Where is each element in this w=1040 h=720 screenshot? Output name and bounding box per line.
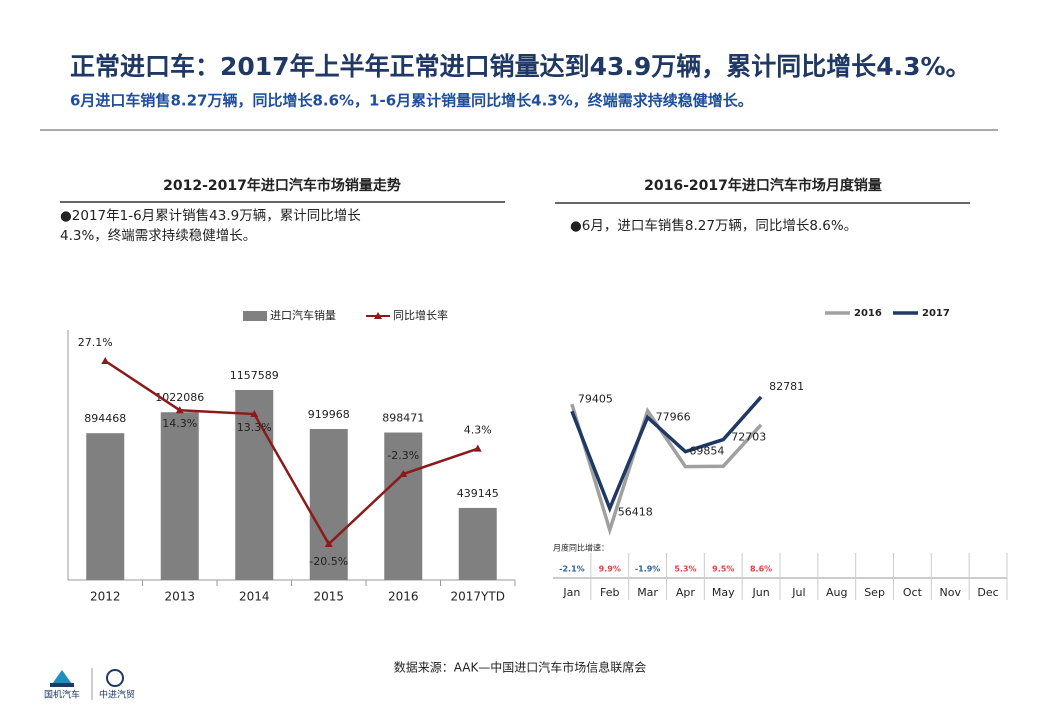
x-tick-label: Jul <box>791 586 805 599</box>
chart-title: 2016-2017年进口汽车市场月度销量 <box>644 177 882 194</box>
bar-label: 919968 <box>308 408 350 421</box>
growth-value: 9.9% <box>599 565 621 574</box>
x-tick-label: Feb <box>600 586 619 599</box>
growth-label: 月度同比增速： <box>553 543 609 553</box>
x-tick-label: Dec <box>977 586 998 599</box>
growth-value: 8.6% <box>750 565 772 574</box>
legend-label: 2016 <box>854 308 882 319</box>
line-label: 56418 <box>618 505 653 518</box>
logo-text: 中进汽贸 <box>99 689 135 701</box>
x-tick-label: Mar <box>637 586 658 599</box>
x-tick-label: Jan <box>562 586 580 599</box>
bar <box>384 432 423 580</box>
legend-swatch <box>243 311 267 321</box>
logo <box>50 668 124 700</box>
bar-label: 894468 <box>84 412 126 425</box>
line-label: -20.5% <box>309 555 348 568</box>
bar <box>160 412 199 580</box>
line <box>570 395 763 514</box>
legend-label: 2017 <box>922 308 950 319</box>
growth-value: 9.5% <box>712 565 734 574</box>
x-tick-label: Nov <box>940 586 962 599</box>
line-label: 72703 <box>731 431 766 444</box>
legend-label: 进口汽车销量 <box>270 308 336 322</box>
x-tick-label: 2012 <box>90 590 121 604</box>
bar <box>235 390 274 580</box>
bar-label: 1157589 <box>230 369 279 382</box>
source: 数据来源：AAK—中国进口汽车市场信息联席会 <box>394 660 647 675</box>
x-tick-label: Jun <box>751 586 769 599</box>
legend-swatch <box>374 312 382 319</box>
note: ●2017年1-6月累计销售43.9万辆，累计同比增长 4.3%，终端需求持续稳健… <box>60 208 361 244</box>
line-label: 69854 <box>689 445 724 458</box>
marker <box>101 357 110 364</box>
line-label: 4.3% <box>464 424 492 437</box>
marker <box>250 410 259 418</box>
growth-value: -1.9% <box>635 565 661 574</box>
line-label: 79405 <box>578 392 613 405</box>
x-tick-label: 2017YTD <box>451 590 505 604</box>
x-tick-label: Aug <box>826 586 847 599</box>
growth-value: 5.3% <box>674 565 696 574</box>
x-tick-label: 2016 <box>388 590 419 604</box>
x-tick-label: 2014 <box>239 590 270 604</box>
x-tick-label: May <box>712 586 735 599</box>
x-tick-label: 2013 <box>164 590 195 604</box>
line-label: 27.1% <box>78 336 113 349</box>
logo-text: 国机汽车 <box>44 689 80 701</box>
title: 正常进口车：2017年上半年正常进口销量达到43.9万辆，累计同比增长4.3%。 <box>70 52 971 81</box>
bar-label: 439145 <box>457 487 499 500</box>
line-label: -2.3% <box>387 449 419 462</box>
chart-title: 2012-2017年进口汽车市场销量走势 <box>163 177 401 194</box>
bar-label: 898471 <box>382 412 424 425</box>
bar <box>86 433 125 580</box>
line <box>570 403 763 536</box>
line-label: 14.3% <box>162 417 197 430</box>
growth-value: -2.1% <box>559 565 585 574</box>
subtitle: 6月进口车销售8.27万辆，同比增长8.6%，1-6月累计销量同比增长4.3%，… <box>70 92 753 110</box>
marker <box>473 444 482 452</box>
line-label: 77966 <box>656 410 691 423</box>
x-tick-label: Apr <box>676 586 696 599</box>
marker <box>324 540 333 547</box>
line-label: 13.3% <box>237 421 272 434</box>
line <box>104 359 479 546</box>
line-label: 82781 <box>769 380 804 393</box>
marker <box>175 406 184 414</box>
bar <box>309 429 348 580</box>
note: ●6月，进口车销售8.27万辆，同比增长8.6%。 <box>570 217 857 234</box>
marker <box>399 470 408 478</box>
x-tick-label: Oct <box>903 586 923 599</box>
legend-label: 同比增长率 <box>393 308 448 322</box>
bar <box>458 507 497 580</box>
x-tick-label: 2015 <box>313 590 344 604</box>
x-tick-label: Sep <box>864 586 885 599</box>
